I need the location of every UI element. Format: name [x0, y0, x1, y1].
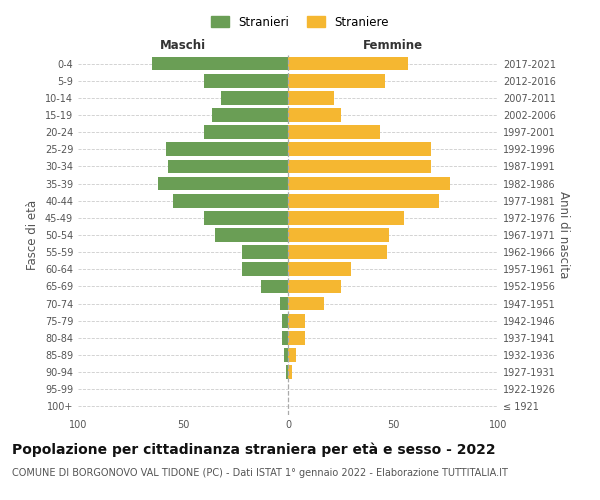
Y-axis label: Fasce di età: Fasce di età — [26, 200, 39, 270]
Bar — [204, 211, 288, 224]
Text: Maschi: Maschi — [160, 38, 206, 52]
Bar — [288, 348, 296, 362]
Bar — [288, 296, 324, 310]
Bar — [288, 314, 305, 328]
Bar — [288, 74, 385, 88]
Text: COMUNE DI BORGONOVO VAL TIDONE (PC) - Dati ISTAT 1° gennaio 2022 - Elaborazione : COMUNE DI BORGONOVO VAL TIDONE (PC) - Da… — [12, 468, 508, 477]
Bar — [212, 108, 288, 122]
Bar — [288, 211, 404, 224]
Bar — [288, 194, 439, 207]
Legend: Stranieri, Straniere: Stranieri, Straniere — [206, 11, 394, 34]
Bar — [288, 56, 408, 70]
Bar — [173, 194, 288, 207]
Bar — [288, 126, 380, 139]
Bar — [204, 126, 288, 139]
Bar — [215, 228, 288, 242]
Bar — [288, 366, 292, 379]
Bar — [282, 314, 288, 328]
Text: Popolazione per cittadinanza straniera per età e sesso - 2022: Popolazione per cittadinanza straniera p… — [12, 442, 496, 457]
Bar — [288, 91, 334, 104]
Y-axis label: Anni di nascita: Anni di nascita — [557, 192, 570, 278]
Bar — [242, 262, 288, 276]
Bar — [288, 262, 351, 276]
Bar — [221, 91, 288, 104]
Bar — [151, 56, 288, 70]
Bar — [168, 160, 288, 173]
Bar — [288, 142, 431, 156]
Bar — [282, 331, 288, 344]
Bar — [204, 74, 288, 88]
Bar — [288, 246, 387, 259]
Bar — [286, 366, 288, 379]
Bar — [260, 280, 288, 293]
Bar — [166, 142, 288, 156]
Bar — [284, 348, 288, 362]
Bar — [242, 246, 288, 259]
Bar — [280, 296, 288, 310]
Text: Femmine: Femmine — [363, 38, 423, 52]
Bar — [288, 331, 305, 344]
Bar — [288, 108, 341, 122]
Bar — [288, 160, 431, 173]
Bar — [288, 176, 450, 190]
Bar — [288, 280, 341, 293]
Bar — [288, 228, 389, 242]
Bar — [158, 176, 288, 190]
